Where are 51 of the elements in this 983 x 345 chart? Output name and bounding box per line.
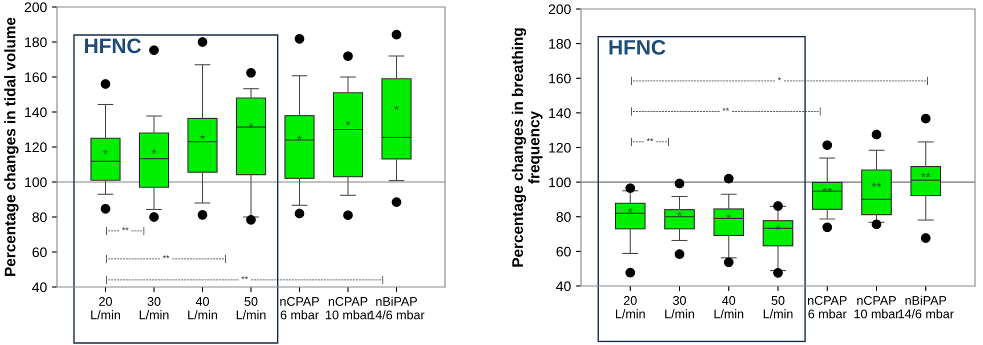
y-tick-label: 200 <box>548 4 571 14</box>
x-tick-label: nCPAP 6 mbar <box>280 297 319 320</box>
x-tick-label: 40 L/min <box>714 296 744 318</box>
annotation: |---- ** ----| <box>106 226 144 236</box>
y-tick-label: 200 <box>24 2 47 12</box>
y-axis-title: Percentage changes in breathing frequency <box>512 28 543 267</box>
x-tick-label: 20 L/min <box>91 297 120 320</box>
y-tick-label: 180 <box>549 38 571 49</box>
x-tick-label: 20 L/min <box>616 296 645 318</box>
x-tick-label: nBiPAP 14/6 mbar <box>898 296 954 318</box>
y-tick-label: 40 <box>32 282 47 292</box>
x-tick-label: 50 L/min <box>236 297 266 320</box>
annotation: |---- ** ----| <box>631 138 669 146</box>
y-tick-label: 60 <box>556 246 571 257</box>
annotation: * <box>346 120 350 126</box>
annotation: |------------------ ** ------------------| <box>106 254 226 264</box>
y-tick-label: 80 <box>556 212 571 222</box>
y-tick-label: 40 <box>556 281 571 292</box>
y-tick-label: 140 <box>25 107 47 118</box>
x-tick-label: 40 L/min <box>188 297 217 320</box>
annotation: * <box>103 150 108 154</box>
y-tick-label: 120 <box>25 142 47 152</box>
annotation: HFNC <box>85 38 141 54</box>
y-tick-label: 60 <box>32 247 47 258</box>
y-tick-label: 140 <box>549 108 571 118</box>
annotation: * <box>677 212 682 216</box>
annotation: * <box>628 208 632 213</box>
annotation: * <box>297 135 302 140</box>
y-tick-label: 120 <box>549 142 571 153</box>
x-tick-label: nCPAP 10 mbar <box>854 296 900 318</box>
x-tick-label: 30 L/min <box>665 296 694 318</box>
x-tick-label: 30 L/min <box>140 297 168 320</box>
x-tick-label: 50 L/min <box>764 296 792 318</box>
y-tick-label: 100 <box>549 177 571 188</box>
annotation: * <box>152 149 156 154</box>
y-axis-title: Percentage changes in tidal volume <box>4 18 19 276</box>
y-tick-label: 160 <box>549 74 571 84</box>
annotation: HFNC <box>609 40 666 55</box>
annotation: * <box>200 134 205 139</box>
y-tick-label: 180 <box>25 37 47 48</box>
annotation: ** <box>872 182 882 187</box>
x-tick-label: nCPAP 6 mbar <box>808 296 847 318</box>
x-tick-label: nBiPAP 14/6 mbar <box>369 296 424 320</box>
annotation: ** <box>921 172 930 178</box>
y-tick-label: 100 <box>25 177 47 188</box>
x-tick-label: nCPAP 10 mbar <box>326 297 371 320</box>
y-tick-label: 160 <box>25 72 47 82</box>
annotation: * <box>726 214 731 219</box>
y-tick-label: 80 <box>32 212 47 222</box>
annotation: * <box>776 225 780 230</box>
annotation: * <box>394 105 399 110</box>
